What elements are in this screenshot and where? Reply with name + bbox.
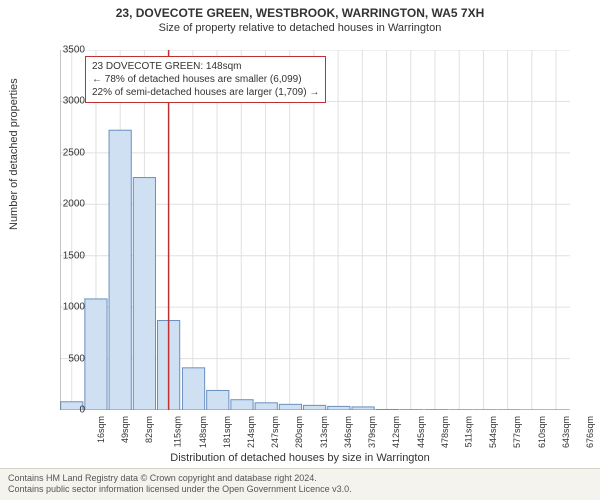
x-tick-label: 511sqm: [463, 416, 473, 447]
histogram-bar: [85, 299, 107, 410]
histogram-bar: [207, 390, 229, 410]
x-tick-label: 82sqm: [144, 416, 154, 443]
chart-plot-area: [60, 50, 570, 410]
x-tick-label: 115sqm: [173, 416, 183, 447]
histogram-bar: [182, 368, 204, 410]
footer-line-2: Contains public sector information licen…: [8, 484, 592, 496]
x-tick-label: 643sqm: [561, 416, 571, 448]
x-tick-label: 214sqm: [246, 416, 256, 448]
annotation-line-3: 22% of semi-detached houses are larger (…: [92, 86, 319, 99]
x-tick-label: 577sqm: [512, 416, 522, 448]
chart-title-main: 23, DOVECOTE GREEN, WESTBROOK, WARRINGTO…: [0, 0, 600, 20]
histogram-bar: [231, 400, 253, 410]
x-tick-label: 610sqm: [537, 416, 547, 448]
x-tick-label: 379sqm: [367, 416, 377, 448]
x-tick-label: 346sqm: [343, 416, 353, 448]
y-tick-label: 1500: [45, 250, 85, 261]
annotation-line-2: ← 78% of detached houses are smaller (6,…: [92, 73, 319, 86]
histogram-svg: [60, 50, 570, 410]
x-tick-label: 16sqm: [96, 416, 106, 443]
x-tick-label: 544sqm: [488, 416, 498, 448]
histogram-bar: [133, 178, 155, 410]
x-axis-label: Distribution of detached houses by size …: [0, 452, 600, 464]
footer-line-1: Contains HM Land Registry data © Crown c…: [8, 473, 592, 485]
y-tick-label: 2000: [45, 199, 85, 210]
x-tick-label: 247sqm: [270, 416, 280, 448]
x-tick-label: 148sqm: [198, 416, 208, 448]
y-tick-label: 3000: [45, 96, 85, 107]
attribution-footer: Contains HM Land Registry data © Crown c…: [0, 468, 600, 500]
x-tick-label: 412sqm: [391, 416, 401, 448]
histogram-bar: [304, 405, 326, 410]
y-tick-label: 0: [45, 405, 85, 416]
x-tick-label: 676sqm: [585, 416, 595, 448]
y-axis-label: Number of detached properties: [8, 78, 20, 230]
y-tick-label: 2500: [45, 147, 85, 158]
chart-container: 23, DOVECOTE GREEN, WESTBROOK, WARRINGTO…: [0, 0, 600, 500]
x-tick-label: 445sqm: [416, 416, 426, 448]
x-tick-label: 313sqm: [319, 416, 329, 448]
histogram-bar: [109, 130, 131, 410]
x-tick-label: 49sqm: [120, 416, 130, 443]
y-tick-label: 1000: [45, 302, 85, 313]
marker-annotation-box: 23 DOVECOTE GREEN: 148sqm ← 78% of detac…: [85, 56, 326, 103]
chart-title-sub: Size of property relative to detached ho…: [0, 20, 600, 34]
y-tick-label: 500: [45, 353, 85, 364]
x-tick-label: 280sqm: [294, 416, 304, 448]
annotation-line-1: 23 DOVECOTE GREEN: 148sqm: [92, 60, 319, 73]
histogram-bar: [255, 403, 277, 410]
x-tick-label: 478sqm: [440, 416, 450, 448]
y-tick-label: 3500: [45, 45, 85, 56]
histogram-bar: [279, 404, 301, 410]
histogram-bar: [328, 406, 350, 410]
x-tick-label: 181sqm: [222, 416, 232, 448]
